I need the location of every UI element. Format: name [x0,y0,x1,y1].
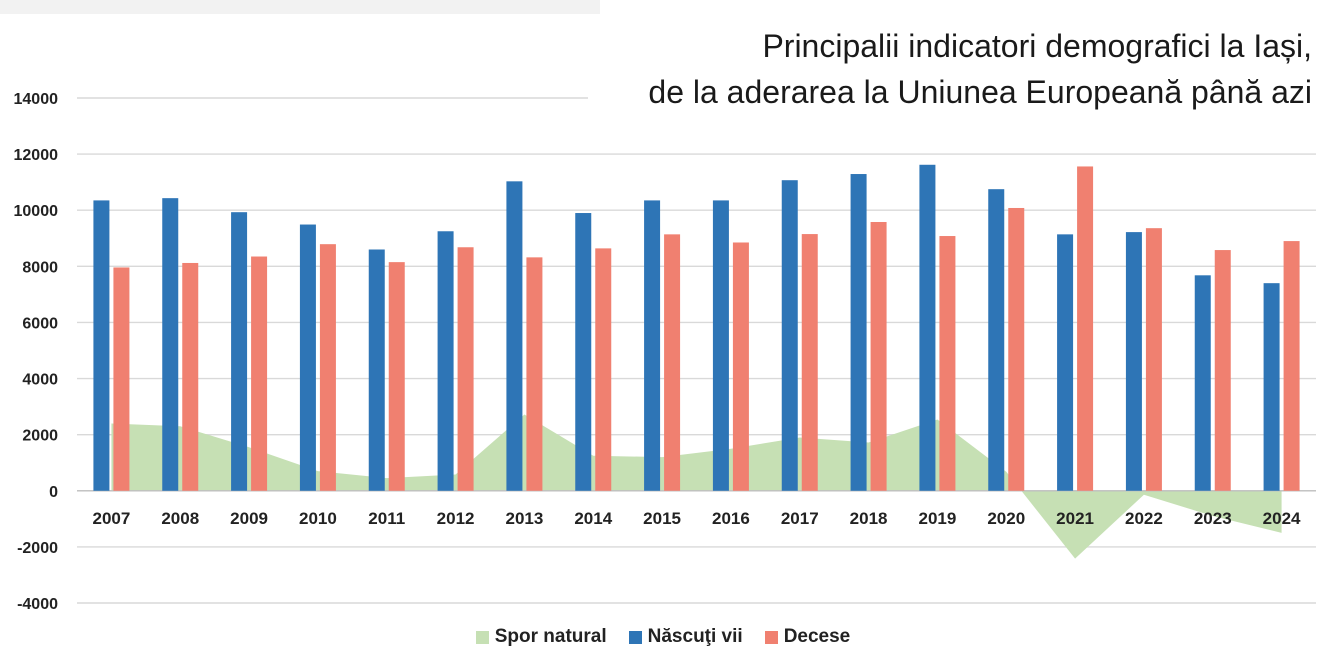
legend-item-spor-natural: Spor natural [475,626,607,648]
bar-decese [1008,207,1025,491]
x-tick-label: 2021 [1056,509,1094,528]
x-tick-label: 2017 [781,509,819,528]
legend-label-spor-natural: Spor natural [494,626,607,647]
x-tick-label: 2022 [1125,509,1163,528]
top-shadow-decoration [0,0,600,14]
bar-nascuti-vii [231,212,248,491]
bar-nascuti-vii [93,200,110,491]
x-tick-label: 2008 [161,509,199,528]
bar-decese [182,262,199,491]
bar-decese [251,256,268,491]
bar-decese [319,244,336,491]
bar-decese [664,234,681,491]
bar-decese [1283,241,1300,491]
bar-decese [732,242,749,491]
bar-decese [1077,166,1094,491]
bar-nascuti-vii [506,181,523,491]
bar-decese [1214,250,1231,491]
x-axis-ticks: 2007 2008 2009 2010 2011 2012 2013 2014 2015 2016… [93,509,1302,528]
x-tick-label: 2007 [93,509,131,528]
legend-item-decese: Decese [764,626,851,648]
x-tick-label: 2016 [712,509,750,528]
legend-swatch-decese [764,630,778,644]
x-tick-label: 2012 [437,509,475,528]
bar-decese [113,267,130,491]
bar-nascuti-vii [1263,283,1280,491]
x-tick-label: 2023 [1194,509,1232,528]
chart-title-line-1: Principalii indicatori demografici la Ia… [762,28,1312,64]
y-tick-label: 14000 [14,91,59,108]
bar-nascuti-vii [1125,232,1142,491]
spor-natural-area-layer [77,414,1316,559]
bar-nascuti-vii [644,200,661,491]
bar-nascuti-vii [919,164,936,491]
bar-decese [870,222,887,491]
y-tick-label: 0 [49,484,58,501]
legend: Spor natural Născuţi vii Decese [0,626,1326,648]
legend-item-nascuti-vii: Născuţi vii [628,626,743,648]
bar-decese [939,236,956,491]
bar-nascuti-vii [1057,234,1074,491]
bars-layer [93,164,1300,491]
bar-nascuti-vii [781,180,798,491]
bar-nascuti-vii [575,213,592,491]
chart-title-line-2: de la aderarea la Uniunea Europeană până… [648,74,1312,110]
legend-swatch-nascuti-vii [628,630,642,644]
bar-nascuti-vii [988,189,1005,491]
x-tick-label: 2014 [574,509,612,528]
y-tick-label: 10000 [14,203,59,220]
bar-decese [526,257,543,491]
y-tick-label: 12000 [14,147,59,164]
x-tick-label: 2018 [850,509,888,528]
x-tick-label: 2020 [987,509,1025,528]
legend-swatch-spor-natural [475,630,489,644]
x-tick-label: 2015 [643,509,681,528]
x-tick-label: 2010 [299,509,337,528]
y-tick-label: -4000 [17,596,58,613]
bar-nascuti-vii [1194,275,1211,491]
bar-decese [801,234,818,491]
bar-decese [595,248,612,491]
x-tick-label: 2011 [368,509,405,528]
y-tick-label: 2000 [22,428,58,445]
legend-label-decese: Decese [783,626,851,647]
y-tick-label: 6000 [22,315,58,332]
bar-nascuti-vii [299,224,316,491]
x-tick-label: 2019 [919,509,957,528]
y-tick-label: 8000 [22,259,58,276]
spor-natural-area [111,414,1282,559]
bar-decese [457,247,474,491]
legend-label-nascuti-vii: Născuţi vii [647,626,743,647]
x-tick-label: 2013 [506,509,544,528]
x-tick-label: 2024 [1263,509,1301,528]
y-tick-label: -2000 [17,540,58,557]
bar-decese [1145,228,1162,491]
bar-nascuti-vii [850,174,867,491]
bar-nascuti-vii [368,249,385,491]
bar-decese [388,262,405,491]
bar-nascuti-vii [712,200,729,491]
y-axis-ticks: 14000 12000 10000 8000 6000 4000 2000 0 -2000 -40… [14,91,59,613]
bar-nascuti-vii [162,198,179,491]
x-tick-label: 2009 [230,509,268,528]
bar-nascuti-vii [437,231,454,491]
y-tick-label: 4000 [22,372,58,389]
